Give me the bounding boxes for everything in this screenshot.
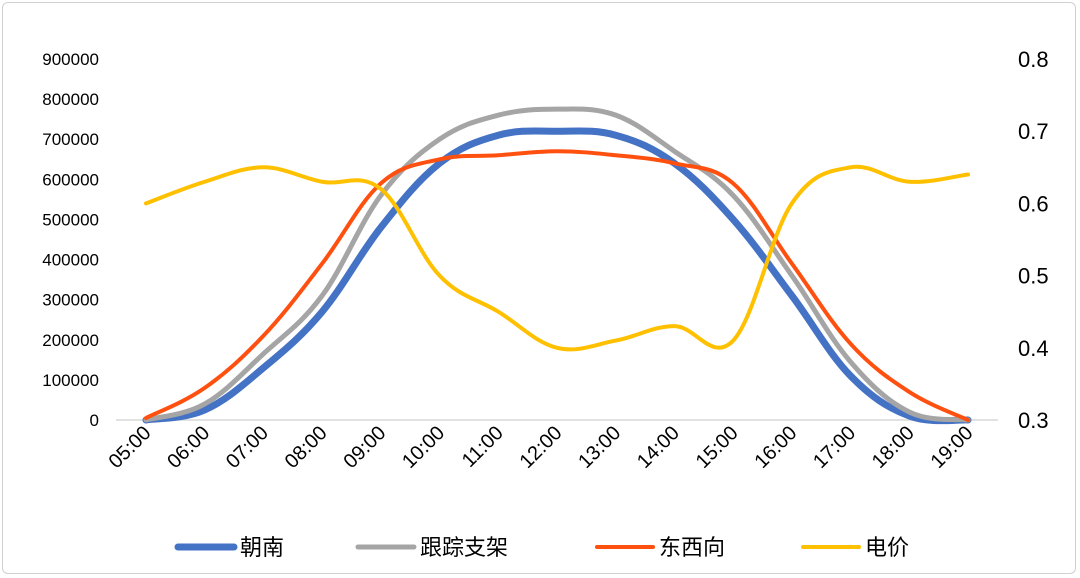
x-tick-label: 15:00 xyxy=(692,422,743,473)
x-tick-label: 11:00 xyxy=(458,422,508,472)
x-tick-label: 09:00 xyxy=(339,422,390,473)
left-tick-label: 100000 xyxy=(42,371,99,390)
x-tick-label: 05:00 xyxy=(105,422,156,473)
line-chart: 0 100000 200000 300000 400000 500000 600000 700… xyxy=(42,47,1049,561)
series-lines xyxy=(142,106,972,425)
right-tick-label: 0.8 xyxy=(1018,47,1049,72)
left-tick-label: 700000 xyxy=(42,130,99,149)
legend: 朝南 跟踪支架 东西向 电价 xyxy=(174,536,909,561)
x-tick-label: 17:00 xyxy=(809,422,860,473)
left-tick-label: 0 xyxy=(90,411,99,430)
x-tick-label: 08:00 xyxy=(281,422,332,473)
x-tick-label: 14:00 xyxy=(633,422,684,473)
series-line-3 xyxy=(144,164,970,352)
x-tick-label: 18:00 xyxy=(868,422,919,473)
right-tick-label: 0.6 xyxy=(1018,191,1049,216)
x-tick-label: 12:00 xyxy=(516,422,567,473)
left-tick-label: 800000 xyxy=(42,90,99,109)
left-tick-label: 500000 xyxy=(42,210,99,229)
left-axis-ticks: 0 100000 200000 300000 400000 500000 600000 700… xyxy=(42,50,99,430)
x-tick-label: 19:00 xyxy=(927,422,978,473)
left-tick-label: 200000 xyxy=(42,331,99,350)
right-tick-label: 0.3 xyxy=(1018,408,1049,433)
left-tick-label: 900000 xyxy=(42,50,99,69)
right-tick-label: 0.7 xyxy=(1018,119,1049,144)
left-tick-label: 600000 xyxy=(42,170,99,189)
right-tick-label: 0.4 xyxy=(1018,336,1049,361)
series-line-0 xyxy=(142,127,972,425)
x-tick-label: 13:00 xyxy=(574,422,625,473)
x-tick-label: 06:00 xyxy=(163,422,214,473)
left-tick-label: 300000 xyxy=(42,291,99,310)
series-line-1 xyxy=(143,106,971,423)
legend-label: 朝南 xyxy=(240,536,284,561)
x-tick-label: 07:00 xyxy=(222,422,273,473)
right-axis-ticks: 0.3 0.4 0.5 0.6 0.7 0.8 xyxy=(1018,47,1049,433)
x-axis-ticks: 05:00 06:00 07:00 08:00 09:00 10:00 11:00 12:00… xyxy=(105,422,978,473)
legend-label: 东西向 xyxy=(659,536,725,561)
x-tick-label: 10:00 xyxy=(398,422,449,473)
series-line-2 xyxy=(144,149,970,422)
legend-label: 电价 xyxy=(865,536,909,561)
right-tick-label: 0.5 xyxy=(1018,264,1049,289)
legend-label: 跟踪支架 xyxy=(420,536,508,561)
x-tick-label: 16:00 xyxy=(750,422,801,473)
left-tick-label: 400000 xyxy=(42,251,99,270)
